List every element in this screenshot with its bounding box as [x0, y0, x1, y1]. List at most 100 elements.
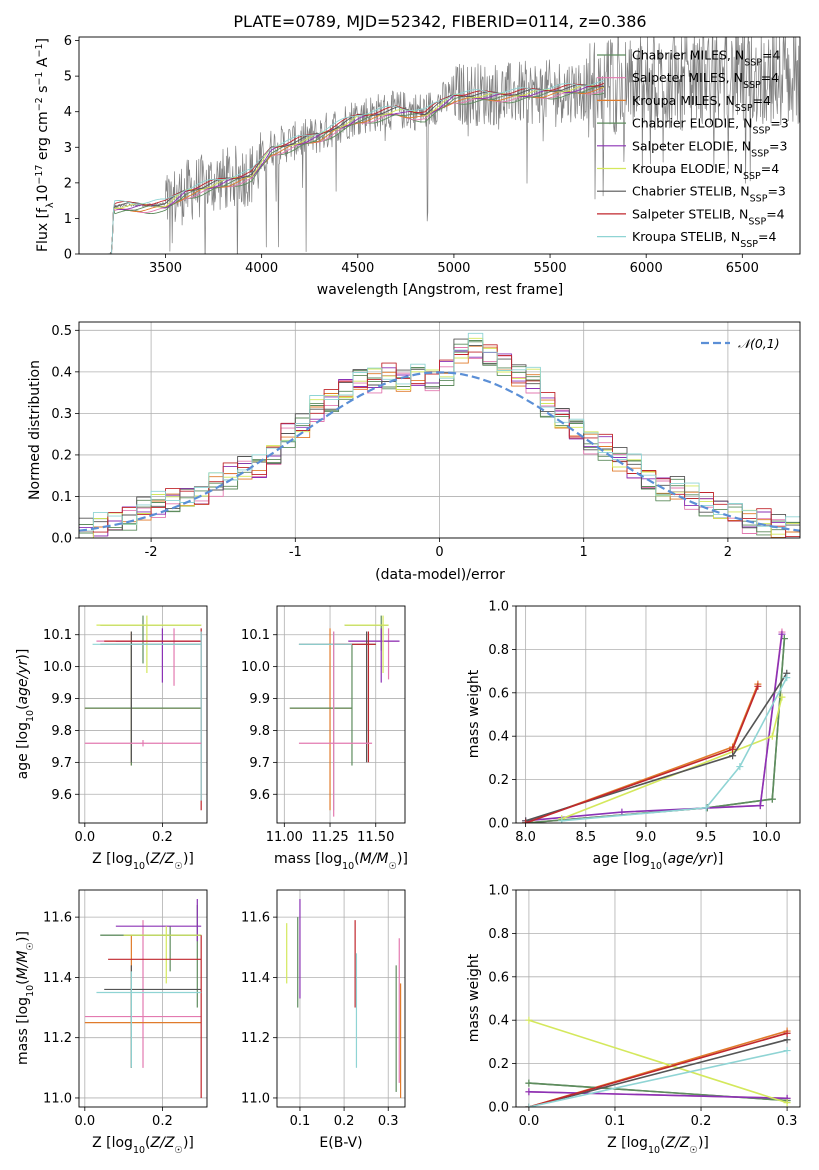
y-tick-label: 3 — [64, 141, 72, 156]
x-tick-label: 4000 — [245, 261, 278, 276]
residuals-plot-area — [79, 322, 800, 538]
weight-marker — [768, 795, 776, 803]
x-tick-label: 9.0 — [636, 830, 657, 845]
x-tick-label: 0.3 — [378, 1114, 399, 1129]
y-tick-label: 9.8 — [249, 724, 270, 739]
weight-marker — [778, 630, 786, 638]
x-tick-label: 0.2 — [691, 1114, 712, 1129]
y-tick-label: 9.9 — [51, 692, 72, 707]
age-vs-mass-frame — [276, 605, 406, 824]
y-axis-label: mass weight — [466, 953, 482, 1042]
weight-marker — [729, 752, 737, 760]
mass-vs-ebv-plot-area — [277, 890, 405, 1107]
normal-curve — [79, 371, 800, 532]
y-tick-label: 9.6 — [249, 788, 270, 803]
weight-vs-z-plot-area — [516, 890, 800, 1107]
y-tick-label: 0.8 — [488, 643, 509, 658]
model-line-5 — [107, 84, 604, 254]
x-tick-label: 11.00 — [266, 830, 303, 845]
x-tick-label: 8.0 — [515, 830, 536, 845]
legend-label-1: Salpeter MILES, NSSP=4 — [632, 70, 779, 91]
y-tick-label: 11.2 — [43, 1031, 72, 1046]
weight-marker — [783, 674, 791, 682]
y-tick-label: 0 — [64, 248, 72, 263]
y-tick-label: 5 — [64, 70, 72, 85]
x-tick-label: 8.5 — [575, 830, 596, 845]
y-tick-label: 6 — [64, 34, 72, 49]
weight-marker — [525, 1016, 533, 1024]
y-tick-label: 11.0 — [241, 1091, 270, 1106]
x-tick-label: 2 — [724, 545, 732, 560]
y-tick-label: 0.0 — [488, 817, 509, 832]
weight-marker — [525, 1103, 533, 1107]
x-tick-label: 6500 — [726, 261, 759, 276]
x-tick-label: 6000 — [630, 261, 663, 276]
legend-label-6: Chabrier STELIB, NSSP=3 — [632, 184, 786, 205]
y-tick-label: 0.6 — [488, 686, 509, 701]
weight-marker — [522, 819, 530, 823]
spectrum-frame — [78, 36, 801, 255]
x-axis-label: Z [log10(Z/Z☉)] — [607, 1135, 709, 1156]
y-tick-label: 0.2 — [51, 448, 72, 463]
model-line-8 — [107, 79, 605, 254]
weight-marker — [783, 1099, 791, 1107]
weight-marker — [525, 1088, 533, 1096]
weight-marker — [768, 732, 776, 740]
y-tick-label: 0.5 — [51, 324, 72, 339]
y-tick-label: 9.7 — [51, 756, 72, 771]
y-tick-label: 0.3 — [51, 407, 72, 422]
y-tick-label: 0.2 — [488, 773, 509, 788]
y-tick-label: 2 — [64, 176, 72, 191]
weight-line-4 — [525, 634, 783, 822]
weight-line-8 — [528, 1049, 788, 1107]
x-tick-label: 1 — [580, 545, 588, 560]
y-tick-label: 9.7 — [249, 756, 270, 771]
legend-label-normal: 𝒩(0,1) — [738, 336, 780, 351]
legend-label-7: Salpeter STELIB, NSSP=4 — [632, 206, 785, 227]
legend-label-5: Kroupa ELODIE, NSSP=4 — [632, 161, 779, 182]
y-axis-label: age [log10(age/yr)] — [15, 649, 36, 780]
weight-vs-z-frame — [515, 889, 801, 1108]
x-tick-label: 9.5 — [696, 830, 717, 845]
weight-line-5 — [561, 696, 783, 820]
mass-vs-z-plot-area — [79, 890, 207, 1107]
weight-marker — [736, 763, 744, 771]
weight-marker — [783, 1029, 791, 1037]
x-axis-label: age [log10(age/yr)] — [593, 851, 724, 872]
x-axis-label: Z [log10(Z/Z☉)] — [92, 851, 194, 872]
y-tick-label: 1 — [64, 212, 72, 227]
y-tick-label: 11.4 — [43, 971, 72, 986]
weight-line-4 — [528, 1091, 788, 1100]
weight-marker — [525, 1079, 533, 1087]
y-tick-label: 0.6 — [488, 970, 509, 985]
x-tick-label: 0.0 — [519, 1114, 540, 1129]
weight-vs-age-plot-area — [516, 606, 800, 823]
weight-marker — [558, 817, 566, 823]
x-tick-label: 0.1 — [605, 1114, 626, 1129]
legend-label-4: Salpeter ELODIE, NSSP=3 — [632, 138, 787, 159]
x-axis-label: mass [log10(M/M☉)] — [274, 851, 408, 872]
y-tick-label: 11.6 — [43, 911, 72, 926]
weight-line-3 — [525, 638, 786, 823]
weight-line-6 — [528, 1038, 788, 1107]
y-tick-label: 10.1 — [43, 628, 72, 643]
y-tick-label: 0.4 — [51, 365, 72, 380]
y-tick-label: 11.0 — [43, 1091, 72, 1106]
y-tick-label: 0.2 — [488, 1057, 509, 1072]
y-tick-label: 0.0 — [51, 532, 72, 547]
y-tick-label: 9.6 — [51, 788, 72, 803]
model-line-0 — [107, 91, 605, 254]
weight-line-1 — [525, 631, 783, 823]
y-tick-label: 11.6 — [241, 911, 270, 926]
y-tick-label: 1.0 — [488, 884, 509, 899]
x-tick-label: 5500 — [534, 261, 567, 276]
y-tick-label: 4 — [64, 105, 72, 120]
x-tick-label: 0 — [435, 545, 443, 560]
legend-label-3: Chabrier ELODIE, NSSP=3 — [632, 116, 789, 137]
mass-vs-z-frame — [78, 889, 208, 1108]
weight-line-0 — [525, 638, 786, 823]
legend-label-2: Kroupa MILES, NSSP=4 — [632, 93, 771, 114]
x-axis-label: Z [log10(Z/Z☉)] — [92, 1135, 194, 1156]
y-tick-label: 9.9 — [249, 692, 270, 707]
